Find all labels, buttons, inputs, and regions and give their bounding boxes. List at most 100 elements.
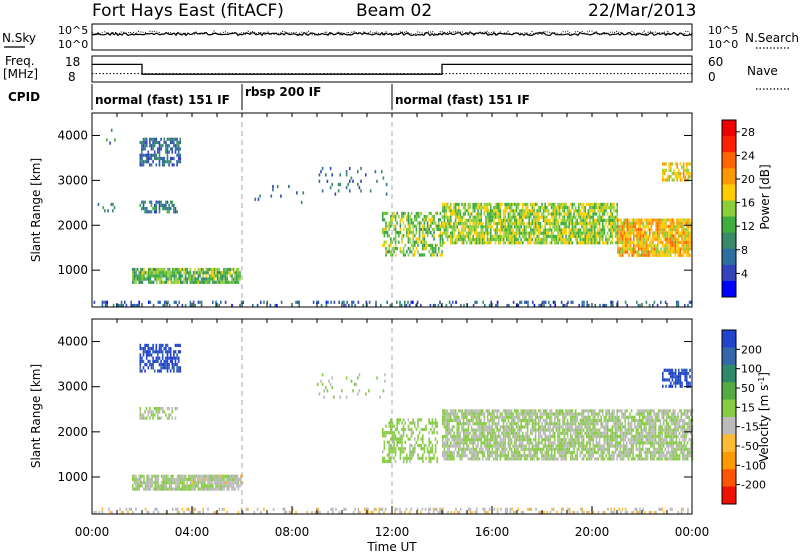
- noise-traces: [91, 30, 693, 37]
- heatmap-cell: [563, 422, 566, 426]
- heatmap-cell: [586, 222, 588, 226]
- heatmap-cell: [618, 240, 621, 245]
- heatmap-cell: [507, 222, 510, 226]
- heatmap-cell: [470, 412, 473, 416]
- heatmap-cell: [180, 280, 182, 284]
- heatmap-cell: [549, 212, 551, 216]
- heatmap-cell: [165, 207, 167, 211]
- heatmap-cell: [401, 237, 403, 241]
- heatmap-cell: [557, 218, 559, 222]
- heatmap-cell: [584, 422, 586, 426]
- heatmap-cell: [135, 271, 137, 275]
- heatmap-cell: [431, 234, 434, 238]
- heatmap-cell: [592, 418, 594, 423]
- heatmap-cell: [210, 274, 212, 278]
- heatmap-cell: [581, 438, 583, 442]
- heatmap-cell: [544, 457, 546, 461]
- heatmap-cell: [480, 412, 482, 416]
- heatmap-cell: [566, 209, 569, 213]
- heatmap-cell: [472, 218, 474, 222]
- heatmap-cell: [560, 441, 562, 445]
- heatmap-cell: [509, 228, 511, 232]
- heatmap-cell: [536, 209, 538, 213]
- heatmap-cell: [566, 412, 569, 416]
- heatmap-cell: [477, 441, 479, 445]
- heatmap-cell: [177, 356, 180, 360]
- heatmap-cell: [176, 484, 179, 488]
- heatmap-cell: [412, 221, 414, 225]
- heatmap-cell: [147, 156, 150, 161]
- heatmap-cell: [446, 441, 449, 445]
- heatmap-cell: [542, 457, 545, 461]
- heatmap-cell: [210, 271, 212, 275]
- heatmap-cell: [589, 202, 591, 206]
- heatmap-cell: [412, 234, 414, 238]
- heatmap-cell: [578, 228, 580, 232]
- heatmap-cell: [197, 277, 200, 281]
- heatmap-cell: [224, 300, 227, 304]
- heatmap-cell: [135, 277, 137, 281]
- heatmap-cell: [679, 224, 681, 229]
- heatmap-cell: [470, 457, 473, 461]
- heatmap-cell: [401, 218, 403, 222]
- heatmap-cell: [141, 156, 143, 161]
- heatmap-cell: [453, 225, 455, 229]
- heatmap-cell: [614, 225, 617, 229]
- heatmap-cell: [165, 150, 167, 154]
- heatmap-cell: [163, 140, 166, 145]
- heatmap-cell: [458, 206, 460, 210]
- heatmap-cell: [167, 481, 169, 485]
- heatmap-cell: [338, 300, 340, 304]
- heatmap-cell: [608, 215, 610, 219]
- heatmap-cell: [462, 441, 465, 445]
- heatmap-cell: [183, 267, 185, 272]
- heatmap-cell: [608, 428, 610, 432]
- heatmap-cell: [420, 303, 422, 308]
- heatmap-cell: [587, 209, 590, 213]
- heatmap-cell: [530, 454, 532, 458]
- heatmap-cell: [446, 418, 449, 423]
- heatmap-cell: [234, 280, 236, 284]
- heatmap-cell: [549, 303, 552, 308]
- heatmap-cell: [228, 484, 230, 488]
- heatmap-cell: [620, 247, 622, 251]
- heatmap-cell: [169, 369, 172, 373]
- heatmap-cell: [525, 212, 527, 216]
- heatmap-cell: [456, 415, 458, 419]
- heatmap-cell: [493, 428, 495, 432]
- heatmap-cell: [406, 250, 408, 254]
- heatmap-cell: [160, 267, 163, 272]
- heatmap-cell: [557, 238, 559, 242]
- heatmap-cell: [478, 415, 481, 419]
- heatmap-cell: [525, 418, 527, 423]
- heatmap-cell: [610, 441, 612, 445]
- heatmap-cell: [331, 182, 333, 187]
- heatmap-cell: [226, 274, 228, 278]
- heatmap-cell: [151, 267, 153, 272]
- heatmap-cell: [595, 206, 598, 210]
- cpid-label: CPID: [8, 90, 40, 104]
- heatmap-cell: [439, 243, 442, 247]
- heatmap-cell: [494, 422, 497, 426]
- heatmap-cell: [598, 444, 601, 448]
- heatmap-cell: [510, 428, 513, 432]
- heatmap-cell: [174, 350, 177, 354]
- heatmap-cell: [613, 434, 615, 439]
- heatmap-cell: [464, 212, 466, 216]
- heatmap-cell: [617, 228, 619, 232]
- heatmap-cell: [557, 418, 559, 423]
- heatmap-cell: [514, 241, 516, 245]
- heatmap-cell: [390, 221, 392, 225]
- heatmap-cell: [385, 253, 387, 257]
- heatmap-cell: [541, 225, 543, 229]
- heatmap-cell: [504, 202, 506, 206]
- heatmap-cell: [483, 238, 486, 242]
- heatmap-cell: [547, 234, 550, 238]
- heatmap-cell: [228, 487, 230, 491]
- heatmap-cell: [415, 231, 418, 235]
- heatmap-cell: [173, 280, 176, 284]
- heatmap-cell: [207, 267, 209, 272]
- heatmap-cell: [523, 415, 526, 419]
- heatmap-cell: [426, 234, 429, 238]
- heatmap-cell: [132, 484, 134, 488]
